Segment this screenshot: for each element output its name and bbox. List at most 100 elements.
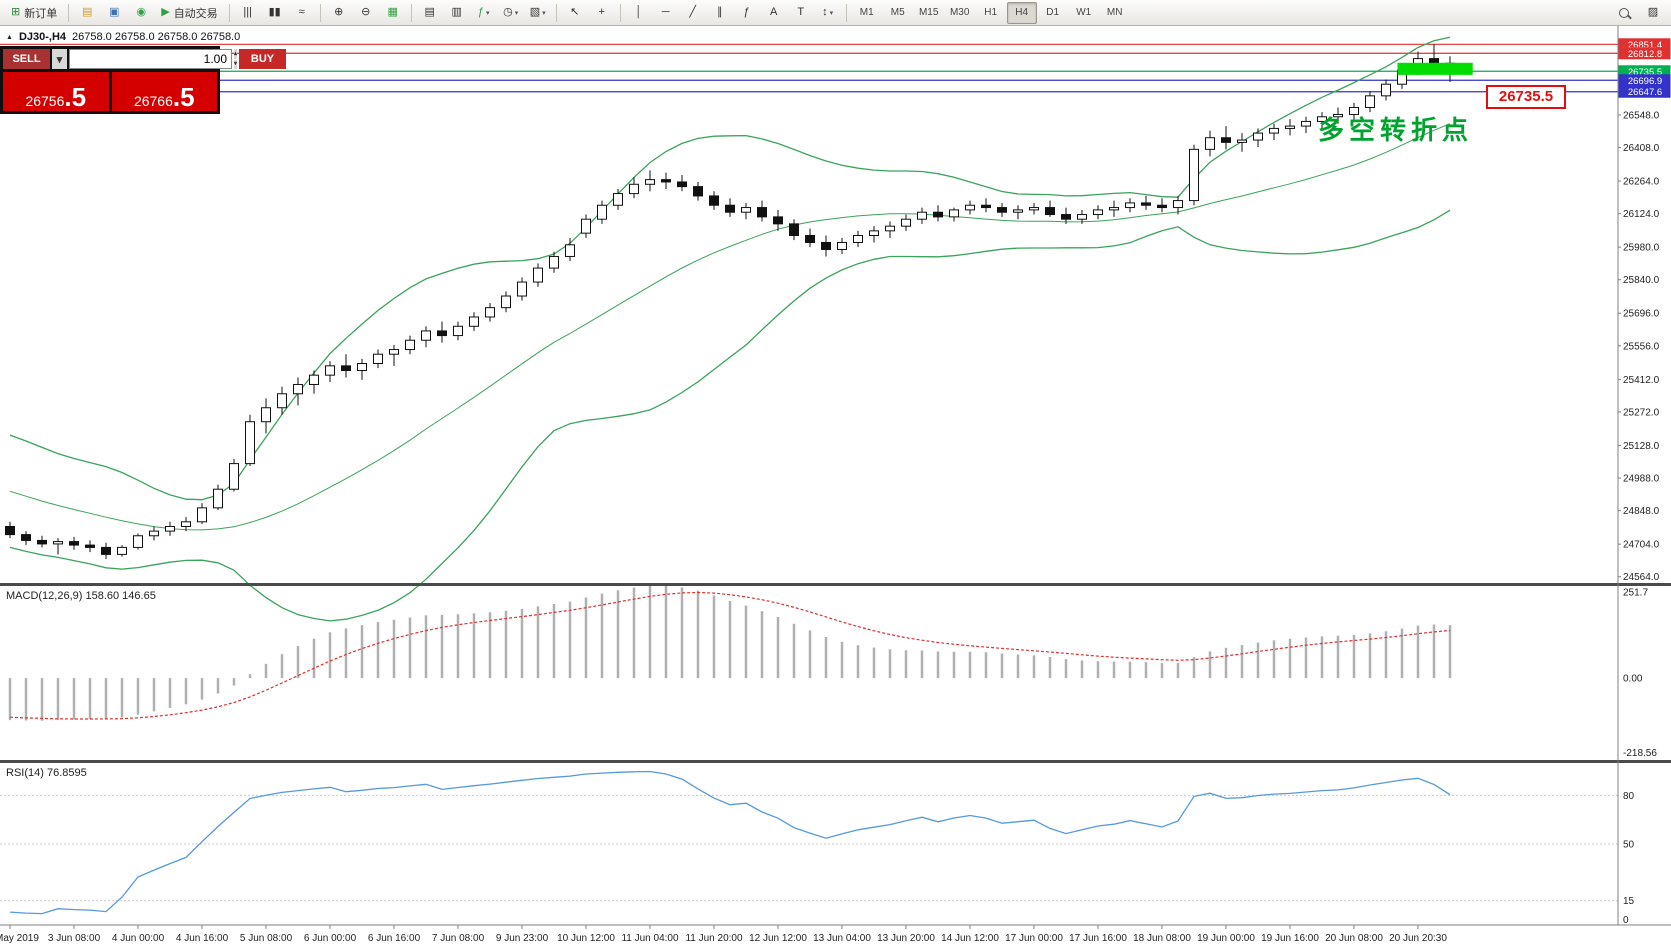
svg-text:14 Jun 12:00: 14 Jun 12:00 [941, 933, 999, 944]
tile-windows-button[interactable]: ▦ [380, 2, 406, 24]
svg-text:11 Jun 04:00: 11 Jun 04:00 [621, 933, 679, 944]
volume-input[interactable] [69, 49, 232, 69]
horizontal-line-icon: ─ [661, 6, 670, 18]
new-order-label: 新订单 [24, 7, 58, 20]
panel-separator[interactable] [0, 583, 1671, 586]
timeframe-button-H4[interactable]: H4 [1006, 1, 1037, 24]
crosshair-icon: + [598, 6, 605, 18]
buy-button[interactable]: BUY [239, 49, 287, 69]
timeframe-button-M5[interactable]: M5 [890, 7, 905, 18]
volume-stepper: ▴ ▾ [234, 49, 238, 69]
arrows-button[interactable]: ↕ ▾ [815, 2, 841, 24]
time-axis[interactable]: 31 May 2019 3 Jun 08:00 4 Jun 00:00 4 Jun 1… [0, 924, 1671, 944]
sell-button[interactable]: SELL [3, 49, 50, 69]
chart-ohlc-values: 26758.0 26758.0 26758.0 26758.0 [72, 31, 241, 43]
toolbar-right-group: ▨ [1611, 2, 1666, 24]
text-button[interactable]: A [761, 2, 787, 24]
line-chart-icon: ≈ [298, 6, 305, 18]
navigator-icon: ◉ [136, 6, 147, 18]
svg-text:24988.0: 24988.0 [1623, 474, 1660, 485]
arrange-windows-button[interactable]: ▥ [444, 2, 470, 24]
indicators-icon: ƒ [477, 6, 484, 18]
chevron-down-icon: ▾ [542, 9, 546, 17]
svg-text:26264.0: 26264.0 [1623, 177, 1660, 188]
svg-text:26735.5: 26735.5 [1628, 67, 1662, 78]
highlight-rectangle[interactable] [1397, 62, 1473, 75]
sell-price[interactable]: 26756.5 [3, 72, 109, 111]
svg-text:-218.56: -218.56 [1623, 748, 1657, 759]
svg-text:25696.0: 25696.0 [1623, 309, 1660, 320]
timeframe-button-MN[interactable]: MN [1106, 7, 1123, 18]
sell-price-main: 26756 [25, 93, 65, 109]
svg-text:24704.0: 24704.0 [1623, 540, 1660, 551]
vertical-line-button[interactable]: │ [626, 2, 652, 24]
chart-annotation-text: 多空转折点 [1318, 115, 1474, 145]
toolbar-divider [555, 3, 557, 22]
timeframe-button-D1[interactable]: D1 [1046, 7, 1060, 18]
svg-text:26548.0: 26548.0 [1623, 110, 1660, 121]
svg-text:19 Jun 16:00: 19 Jun 16:00 [1261, 933, 1319, 944]
periods-icon: ◷ [503, 6, 513, 18]
svg-text:80: 80 [1623, 791, 1635, 802]
objects-icon: ▨ [1647, 6, 1659, 18]
volume-up-button[interactable]: ▴ [234, 49, 238, 59]
zoom-in-icon: ⊕ [334, 6, 344, 18]
channel-button[interactable]: ∥ [707, 2, 733, 24]
order-type-dropdown-button[interactable]: ▾ [52, 49, 67, 69]
bar-chart-button[interactable]: ||| [235, 2, 261, 24]
rsi-label: RSI(14) 76.8595 [6, 767, 87, 779]
candlestick-chart-button[interactable]: ▮▮ [262, 2, 288, 24]
svg-text:10 Jun 12:00: 10 Jun 12:00 [557, 933, 615, 944]
svg-text:26647.6: 26647.6 [1628, 87, 1662, 98]
new-order-button[interactable]: ⊞ 新订单 [5, 2, 63, 24]
timeframe-button-W1[interactable]: W1 [1076, 7, 1092, 18]
crosshair-button[interactable]: + [589, 2, 615, 24]
chart-window[interactable]: MACD(12,26,9) 158.60 146.65 RSI(14) 76.85… [0, 26, 1671, 949]
svg-text:17 Jun 00:00: 17 Jun 00:00 [1005, 933, 1063, 944]
profiles-button[interactable]: ▤ [74, 2, 100, 24]
timeframe-button-H1[interactable]: H1 [984, 7, 998, 18]
templates-button[interactable]: ▧ ▾ [525, 2, 551, 24]
svg-text:24564.0: 24564.0 [1623, 572, 1660, 583]
vertical-line-icon: │ [635, 6, 643, 18]
svg-text:25128.0: 25128.0 [1623, 441, 1660, 452]
buy-price[interactable]: 26766.5 [111, 72, 217, 112]
timeframe-button-M1[interactable]: M1 [859, 7, 874, 18]
candlestick-chart-icon: ▮▮ [268, 6, 281, 18]
auto-trading-button[interactable]: ▶ 自动交易 [155, 2, 223, 24]
navigator-button[interactable]: ◉ [128, 2, 154, 24]
market-watch-button[interactable]: ▣ [101, 2, 127, 24]
candles-layer [5, 44, 1455, 560]
buy-price-main: 26766 [133, 93, 173, 109]
zoom-out-icon: ⊖ [361, 6, 371, 18]
price-axis[interactable]: 26548.0 26408.0 26264.0 26124.0 25980.0 25840… [1617, 26, 1671, 926]
cascade-windows-button[interactable]: ▤ [417, 2, 443, 24]
objects-button[interactable]: ▨ [1640, 2, 1666, 24]
cascade-windows-icon: ▤ [424, 6, 435, 18]
svg-text:7 Jun 08:00: 7 Jun 08:00 [432, 933, 485, 944]
label-button[interactable]: T [788, 2, 814, 24]
periods-button[interactable]: ◷ ▾ [498, 2, 524, 24]
volume-down-button[interactable]: ▾ [234, 59, 238, 69]
timeframe-button-M15[interactable]: M15 [918, 7, 939, 18]
svg-text:5 Jun 08:00: 5 Jun 08:00 [240, 933, 293, 944]
timeframe-button-M30[interactable]: M30 [949, 7, 970, 18]
cursor-button[interactable]: ↖ [562, 2, 588, 24]
svg-text:9 Jun 23:00: 9 Jun 23:00 [496, 933, 549, 944]
panel-separator[interactable] [0, 760, 1671, 763]
chart-canvas[interactable]: MACD(12,26,9) 158.60 146.65 RSI(14) 76.85… [0, 26, 1671, 949]
trendline-button[interactable]: ╱ [680, 2, 706, 24]
buy-price-fraction: .5 [172, 81, 195, 112]
indicators-button[interactable]: ƒ ▾ [471, 2, 497, 24]
svg-text:50: 50 [1623, 840, 1635, 851]
horizontal-line-button[interactable]: ─ [653, 2, 679, 24]
line-chart-button[interactable]: ≈ [289, 2, 315, 24]
collapse-icon[interactable]: ▲ [6, 33, 13, 41]
fibonacci-button[interactable]: ƒ [734, 2, 760, 24]
zoom-out-button[interactable]: ⊖ [353, 2, 379, 24]
zoom-in-button[interactable]: ⊕ [326, 2, 352, 24]
search-button[interactable] [1611, 2, 1637, 24]
text-icon: A [770, 6, 778, 18]
chart-title: ▲ DJ30-,H4 26758.0 26758.0 26758.0 26758… [6, 31, 240, 43]
macd-signal-line [9, 591, 1451, 720]
